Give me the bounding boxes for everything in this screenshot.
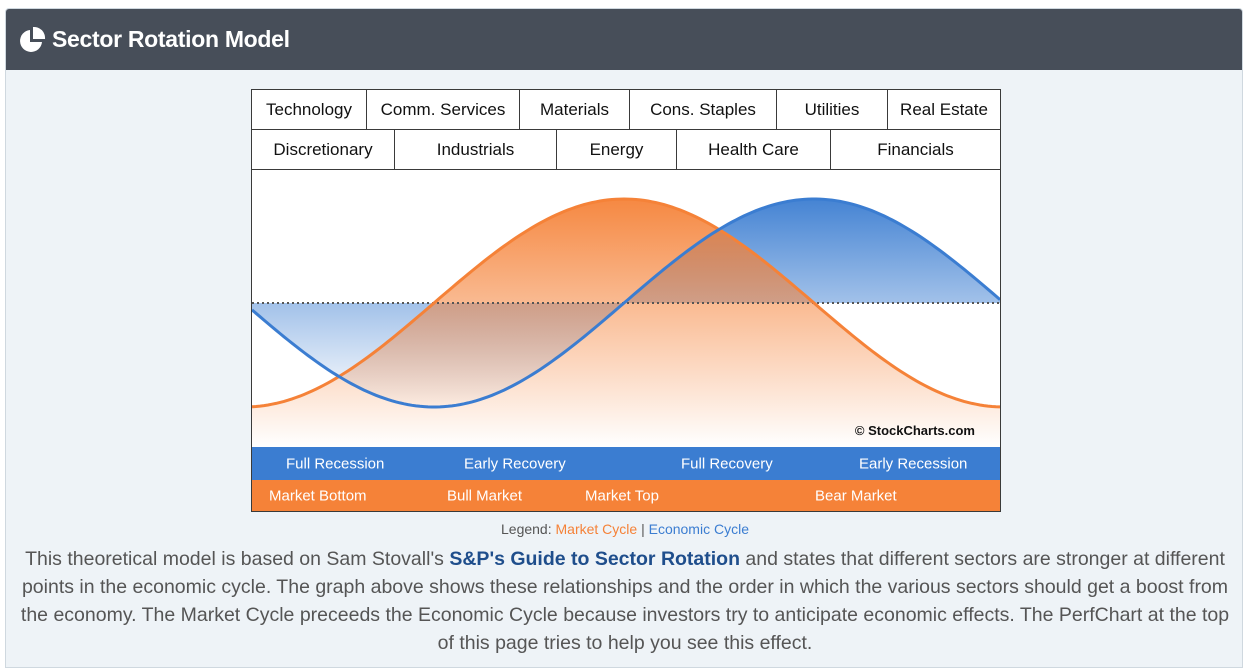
- phase-bear-market: Bear Market: [815, 487, 897, 505]
- sector-financials: Financials: [877, 139, 954, 159]
- copyright-label: © StockCharts.com: [854, 423, 975, 438]
- sector-rotation-guide-link[interactable]: S&P's Guide to Sector Rotation: [449, 548, 741, 570]
- description-part2: and states that different sectors are st…: [20, 548, 1230, 654]
- description-part1: This theoretical model is based on Sam S…: [25, 548, 450, 570]
- phase-full-recovery: Full Recovery: [681, 455, 773, 472]
- sector-rotation-chart: Technology Comm. Services Materials Cons…: [251, 89, 1001, 512]
- phase-market-top: Market Top: [585, 487, 659, 505]
- sector-energy: Energy: [557, 130, 677, 169]
- phase-market-bottom: Market Bottom: [269, 487, 367, 505]
- economic-cycle-band: Full Recession Early Recovery Full Recov…: [252, 447, 1000, 480]
- sector-comm-services: Comm. Services: [367, 90, 520, 129]
- panel-header: Sector Rotation Model: [6, 9, 1242, 70]
- sector-row-1: Technology Comm. Services Materials Cons…: [252, 90, 1000, 130]
- economic-cycle-line: [252, 197, 1000, 409]
- sector-materials: Materials: [520, 90, 630, 129]
- sector-discretionary: Discretionary: [252, 130, 395, 169]
- sector-row-2: Discretionary Industrials Energy Health …: [252, 130, 1000, 170]
- phase-full-recession: Full Recession: [286, 455, 385, 472]
- legend-separator: |: [641, 521, 645, 537]
- market-cycle-fill: [252, 199, 1000, 447]
- cycle-curves: [252, 197, 1000, 447]
- sector-real-estate: Real Estate: [900, 99, 988, 119]
- chart-legend: Legend: Market Cycle | Economic Cycle: [6, 521, 1242, 537]
- panel-title: Sector Rotation Model: [52, 26, 290, 52]
- sector-utilities: Utilities: [777, 90, 888, 129]
- sector-health-care: Health Care: [677, 130, 831, 169]
- phase-early-recovery: Early Recovery: [464, 455, 566, 472]
- sector-industrials: Industrials: [395, 130, 557, 169]
- pie-chart-icon: [18, 26, 46, 54]
- legend-market-cycle: Market Cycle: [555, 521, 638, 537]
- market-cycle-band: Market Bottom Bull Market Market Top Bea…: [252, 480, 1000, 511]
- phase-early-recession: Early Recession: [859, 455, 968, 472]
- description-text: This theoretical model is based on Sam S…: [18, 545, 1232, 657]
- phase-bull-market: Bull Market: [447, 487, 523, 505]
- market-cycle-line: [252, 197, 1000, 409]
- sector-rotation-panel: Sector Rotation Model Technology Comm. S…: [5, 8, 1243, 668]
- sector-technology: Technology: [252, 90, 367, 129]
- legend-prefix: Legend:: [501, 521, 552, 537]
- legend-economic-cycle: Economic Cycle: [648, 521, 749, 537]
- sector-cons-staples: Cons. Staples: [630, 90, 777, 129]
